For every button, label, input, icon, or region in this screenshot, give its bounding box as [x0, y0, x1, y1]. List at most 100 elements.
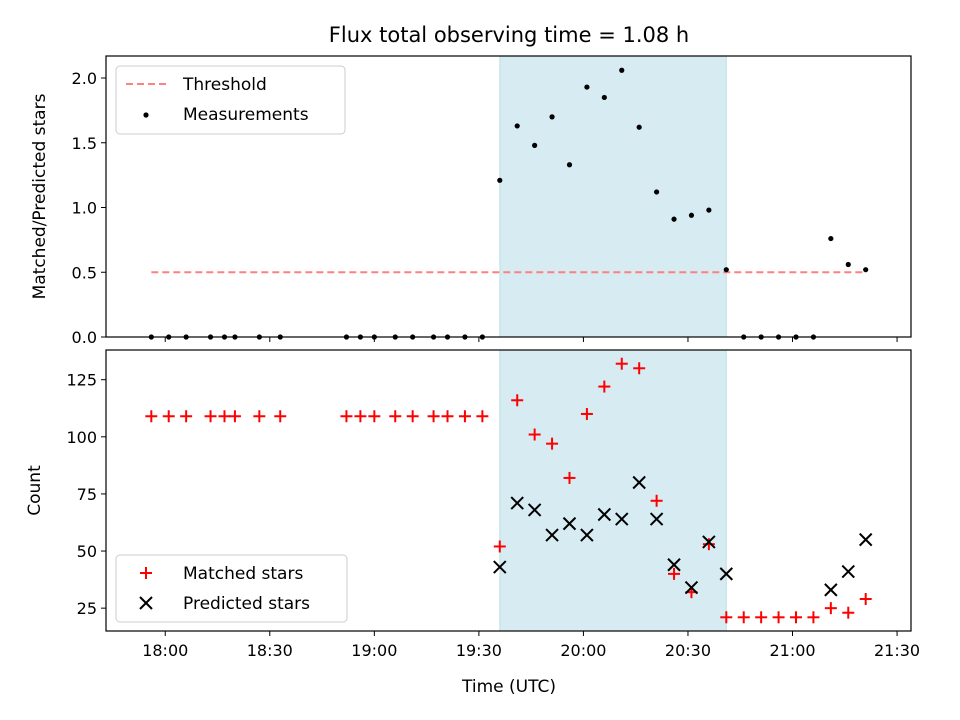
- top-y-tick-label: 1.0: [72, 199, 97, 218]
- top-y-tick-label: 0.0: [72, 328, 97, 347]
- matched-star-point: [253, 410, 266, 423]
- matched-star-point: [441, 410, 454, 423]
- matched-star-point: [598, 380, 611, 393]
- matched-star-point: [650, 494, 663, 507]
- measurement-point: [863, 267, 869, 273]
- legend-measurements-label: Measurements: [183, 105, 309, 125]
- predicted-star-point: [719, 567, 734, 581]
- predicted-star-point: [510, 496, 524, 510]
- bottom-axes-frame: [105, 349, 912, 632]
- chart-title: Flux total observing time = 1.08 h: [329, 23, 689, 47]
- predicted-star-point: [684, 580, 699, 595]
- predicted-star-point: [493, 560, 507, 574]
- predicted-star-point: [580, 528, 594, 542]
- predicted-star-point: [667, 558, 681, 572]
- matched-star-point: [563, 471, 576, 484]
- x-tick-label: 20:00: [560, 641, 606, 660]
- matched-star-point: [633, 362, 646, 375]
- measurement-point: [688, 212, 695, 218]
- top-legend: Threshold Measurements: [115, 65, 346, 135]
- x-tick-label: 20:30: [665, 641, 711, 660]
- top-y-axis: 0.0 0.5 1.0 1.5 2.0: [72, 69, 106, 347]
- legend-matched-label: Matched stars: [183, 564, 303, 584]
- matched-star-point: [702, 538, 715, 551]
- legend-predicted-swatch: [139, 596, 153, 610]
- top-axes-frame: [105, 55, 912, 338]
- matched-star-point: [615, 357, 628, 370]
- predicted-star-point: [527, 503, 542, 517]
- top-highlight-span: [499, 55, 727, 338]
- measurement-point: [828, 235, 834, 242]
- measurement-point: [636, 124, 642, 130]
- measurement-point: [601, 94, 607, 101]
- top-panel: 0.00.51.01.52.0 Matched/Predicted stars …: [30, 55, 912, 347]
- measurement-point: [654, 189, 660, 195]
- matched-star-point: [772, 611, 785, 624]
- legend-predicted-label: Predicted stars: [183, 594, 310, 614]
- predicted-star-point: [841, 564, 855, 579]
- x-tick-label: 21:30: [874, 641, 920, 660]
- top-y-tick-label: 1.5: [72, 134, 97, 153]
- x-tick-label: 19:00: [351, 641, 397, 660]
- predicted-star-point: [562, 516, 577, 531]
- matched-star-point: [528, 428, 541, 441]
- measurement-point: [584, 84, 590, 90]
- matched-star-point: [162, 410, 175, 423]
- matched-star-point: [406, 410, 419, 423]
- measurement-point: [706, 207, 712, 213]
- measurement-point: [497, 177, 503, 183]
- measurement-point: [619, 67, 625, 73]
- measurement-point: [566, 162, 573, 168]
- matched-star-point: [493, 540, 506, 553]
- bottom-y-tick-label: 100: [66, 428, 97, 447]
- matched-star-point: [824, 602, 837, 615]
- legend-threshold-label: Threshold: [182, 75, 267, 95]
- bottom-legend-box: [115, 554, 348, 623]
- bottom-y-tick-label: 125: [66, 371, 97, 390]
- matched-star-point: [274, 410, 287, 423]
- matched-star-point: [228, 410, 241, 423]
- bottom-legend: Matched stars Predicted stars: [115, 554, 348, 623]
- matched-star-point: [145, 410, 158, 423]
- bottom-y-tick-label: 25: [77, 599, 97, 618]
- matched-star-point: [427, 410, 440, 423]
- measurement-point: [514, 123, 520, 129]
- matched-star-point: [458, 410, 471, 423]
- bottom-y-axis-label: Count: [25, 465, 45, 516]
- matched-star-point: [755, 611, 768, 624]
- predicted-star-point: [545, 528, 559, 542]
- matched-star-point: [180, 410, 193, 423]
- matched-star-point: [218, 410, 231, 423]
- matched-star-point: [354, 410, 367, 423]
- matched-star-point: [476, 410, 489, 423]
- matched-star-point: [389, 410, 402, 423]
- x-tick-label: 21:00: [769, 641, 815, 660]
- matched-star-point: [842, 606, 855, 619]
- x-tick-label: 18:00: [142, 641, 188, 660]
- matched-star-point: [511, 394, 524, 407]
- bottom-y-tick-label: 50: [77, 542, 97, 561]
- matched-star-point: [204, 410, 217, 423]
- matched-star-point: [668, 567, 681, 580]
- measurement-point: [549, 114, 555, 120]
- matched-star-point: [737, 611, 750, 624]
- predicted-star-point: [824, 583, 838, 597]
- bottom-points: [145, 357, 873, 624]
- top-x-ticks: [164, 337, 898, 342]
- top-legend-box: [115, 65, 346, 135]
- bottom-y-axis: 25 50 75 100 125: [66, 371, 106, 618]
- top-y-tick-label: 0.5: [72, 263, 97, 282]
- x-tick-label: 18:30: [247, 641, 293, 660]
- predicted-star-point: [597, 507, 612, 522]
- matched-star-point: [340, 410, 353, 423]
- matched-star-point: [368, 410, 381, 423]
- predicted-star-point: [858, 532, 873, 547]
- legend-matched-swatch: [140, 567, 152, 579]
- predicted-star-point: [649, 512, 664, 526]
- measurement-point: [532, 142, 538, 148]
- measurement-point: [845, 261, 851, 268]
- measurement-point: [671, 216, 677, 222]
- matched-star-point: [580, 407, 593, 420]
- measurement-point: [723, 267, 729, 273]
